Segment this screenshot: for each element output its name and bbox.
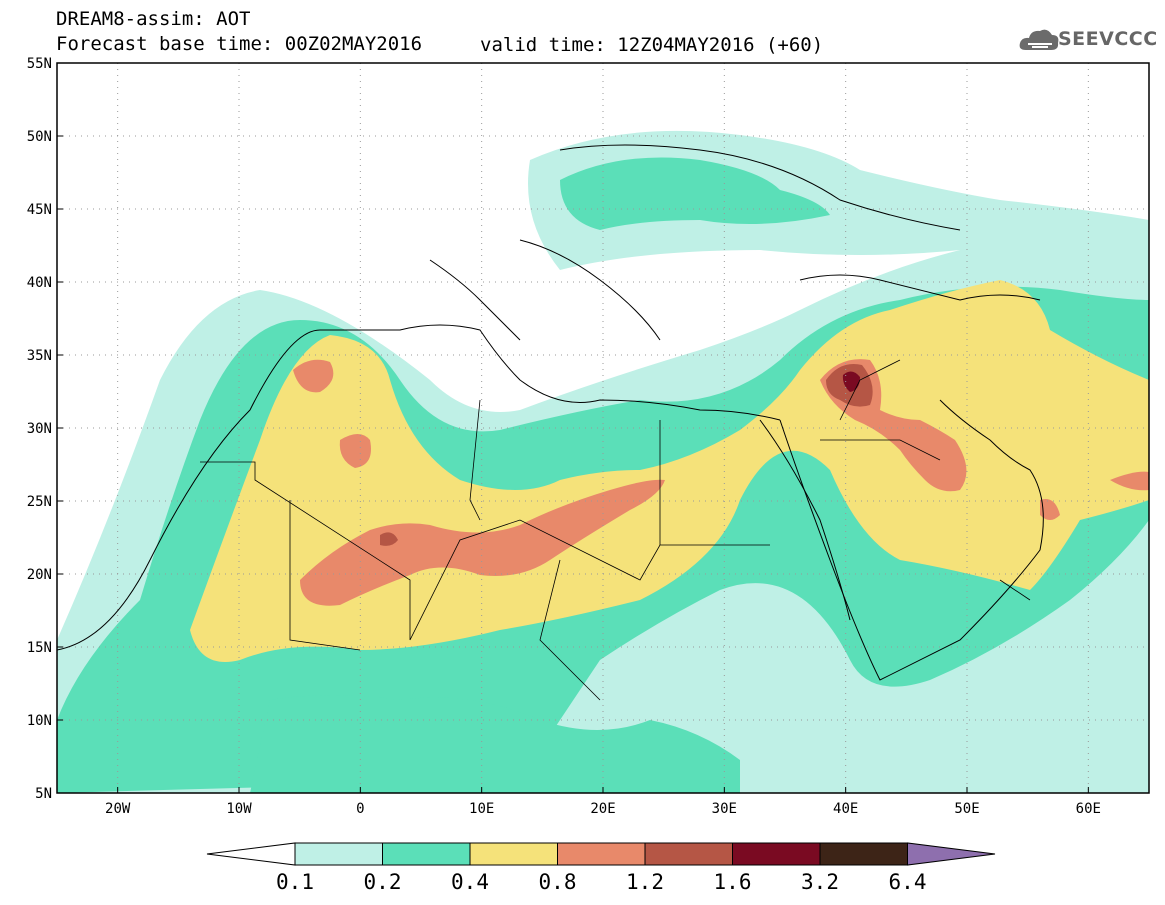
lat-label: 20N	[27, 567, 52, 583]
lon-label: 40E	[833, 801, 858, 817]
lon-label: 0	[356, 801, 364, 817]
lat-label: 25N	[27, 494, 52, 510]
lat-label: 50N	[27, 129, 52, 145]
aot-1.6-region	[842, 371, 860, 392]
colorbar-swatch	[732, 842, 821, 866]
lon-label: 10W	[226, 801, 252, 817]
coastlines	[56, 144, 1044, 681]
chart-title: DREAM8-assim: AOT	[56, 8, 251, 30]
colorbar-label: 0.8	[539, 870, 577, 894]
lat-label: 15N	[27, 640, 52, 656]
colorbar-label: 0.1	[276, 870, 314, 894]
lat-label: 30N	[27, 421, 52, 437]
lon-label: 30E	[712, 801, 737, 817]
longitude-labels: 20W 10W 0 10E 20E 30E 40E 50E 60E	[105, 787, 1101, 817]
latitude-labels: 55N 50N 45N 40N 35N 30N 25N 20N 15N 10N 5N	[27, 56, 63, 802]
lon-label: 60E	[1076, 801, 1101, 817]
aot-0.8-region-algeria	[339, 434, 371, 468]
colorbar-swatch	[819, 842, 908, 866]
colorbar-under-arrow	[206, 842, 296, 866]
colorbar-label: 3.2	[801, 870, 839, 894]
colorbar-label: 0.2	[364, 870, 402, 894]
colorbar-swatch	[469, 842, 558, 866]
colorbar-label: 1.2	[626, 870, 664, 894]
colorbar-swatch	[557, 842, 646, 866]
lat-label: 10N	[27, 713, 52, 729]
colorbar-label: 1.6	[714, 870, 752, 894]
lon-label: 10E	[469, 801, 494, 817]
aot-0.8-region-morocco	[293, 359, 334, 393]
valid-time: valid time: 12Z04MAY2016 (+60)	[480, 34, 824, 56]
colorbar-swatch	[644, 842, 733, 866]
aot-0.8-region-east	[1110, 471, 1149, 491]
logo-text: SEEVCCC	[1058, 28, 1158, 50]
aot-0.2-region-south	[250, 695, 740, 793]
lat-label: 40N	[27, 275, 52, 291]
lat-label: 45N	[27, 202, 52, 218]
cloud-logo-icon	[1019, 29, 1059, 50]
aot-0.8-region-oman	[1040, 499, 1060, 520]
country-borders	[200, 359, 1031, 701]
colorbar-over-arrow	[907, 842, 996, 866]
lat-label: 35N	[27, 348, 52, 364]
lat-label: 55N	[27, 56, 52, 72]
aot-0.8-region-sahara	[300, 479, 665, 606]
aot-0.2-region-balkans	[560, 157, 830, 230]
colorbar-swatch	[294, 842, 383, 866]
forecast-base-time: Forecast base time: 00Z02MAY2016	[56, 33, 423, 55]
colorbar-label: 0.4	[451, 870, 489, 894]
lon-label: 50E	[954, 801, 979, 817]
colorbar-swatch	[382, 842, 471, 866]
lon-label: 20W	[105, 801, 131, 817]
lon-label: 20E	[590, 801, 615, 817]
colorbar-label: 6.4	[889, 870, 927, 894]
aot-1.2-region-sahara	[380, 532, 398, 546]
lat-label: 5N	[35, 786, 52, 802]
